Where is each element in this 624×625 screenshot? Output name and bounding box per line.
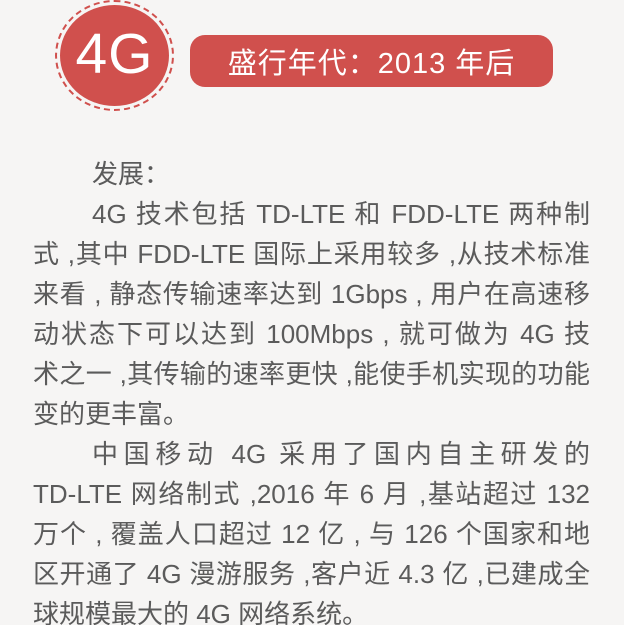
era-banner: 盛行年代：2013 年后: [190, 35, 553, 87]
article-line: 球规模最大的 4G 网络系统。: [33, 599, 369, 625]
era-banner-text: 盛行年代：2013 年后: [227, 48, 516, 80]
article-body: 发展： 4G 技术包括 TD-LTE 和 FDD-LTE 两种制 式 ,其中 F…: [33, 154, 590, 625]
badge-dashed-ring: [55, 0, 174, 111]
article-line: 来看 , 静态传输速率达到 1Gbps , 用户在高速移: [33, 279, 590, 309]
article-line: 4G 技术包括 TD-LTE 和 FDD-LTE 两种制: [92, 199, 590, 229]
generation-badge: 4G: [55, 0, 174, 111]
article-heading: 发展：: [92, 159, 171, 189]
article-line: 万个 , 覆盖人口超过 12 亿 , 与 126 个国家和地: [33, 519, 590, 549]
article-line: 中国移动 4G 采用了国内自主研发的: [92, 439, 590, 469]
article-line: 变的更丰富。: [33, 399, 190, 429]
article-line: 式 ,其中 FDD-LTE 国际上采用较多 ,从技术标准: [33, 239, 590, 269]
badge-label: 4G: [60, 5, 169, 106]
article-line: 动状态下可以达到 100Mbps , 就可做为 4G 技: [33, 319, 590, 349]
article-line: TD-LTE 网络制式 ,2016 年 6 月 ,基站超过 132: [33, 479, 590, 509]
article-line: 区开通了 4G 漫游服务 ,客户近 4.3 亿 ,已建成全: [33, 559, 590, 589]
article-line: 术之一 ,其传输的速率更快 ,能使手机实现的功能: [33, 359, 590, 389]
